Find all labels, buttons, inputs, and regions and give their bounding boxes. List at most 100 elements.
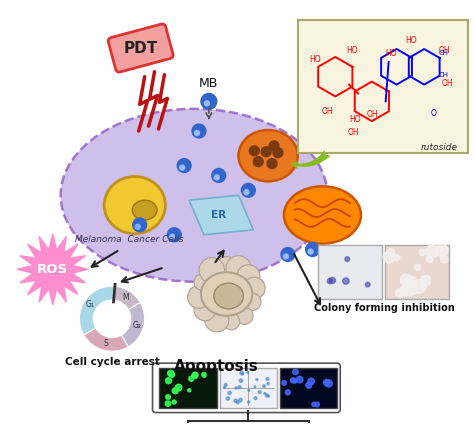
Wedge shape (84, 328, 128, 351)
Ellipse shape (61, 109, 328, 282)
Text: OH: OH (347, 129, 359, 138)
FancyBboxPatch shape (220, 368, 277, 408)
Circle shape (419, 284, 426, 290)
Circle shape (223, 386, 226, 389)
Circle shape (269, 141, 279, 151)
Circle shape (401, 274, 412, 286)
FancyBboxPatch shape (280, 368, 337, 408)
Circle shape (175, 384, 182, 391)
Circle shape (244, 293, 261, 311)
Circle shape (244, 190, 249, 195)
Ellipse shape (201, 272, 252, 316)
Circle shape (172, 388, 178, 394)
Circle shape (238, 386, 241, 389)
Text: MB: MB (199, 77, 219, 89)
Circle shape (404, 276, 417, 289)
Circle shape (217, 256, 237, 276)
Circle shape (296, 376, 303, 383)
Circle shape (285, 390, 290, 395)
Circle shape (212, 169, 226, 182)
Text: Colony forming inhibition: Colony forming inhibition (314, 303, 455, 313)
Text: HO: HO (385, 49, 396, 58)
Circle shape (188, 389, 191, 392)
Ellipse shape (104, 176, 165, 234)
Text: Melanoma  Cancer Cells: Melanoma Cancer Cells (75, 235, 184, 244)
Circle shape (419, 249, 426, 256)
Circle shape (203, 374, 206, 377)
Text: CH: CH (439, 72, 449, 78)
Circle shape (192, 372, 198, 378)
Circle shape (395, 289, 404, 297)
Circle shape (194, 299, 216, 321)
Circle shape (426, 245, 439, 258)
Circle shape (202, 372, 206, 377)
Text: Apoptosis: Apoptosis (174, 359, 259, 374)
Circle shape (404, 277, 414, 287)
Circle shape (241, 183, 255, 197)
Circle shape (205, 308, 229, 332)
Circle shape (264, 392, 266, 394)
Circle shape (400, 285, 411, 296)
Ellipse shape (132, 200, 157, 220)
Circle shape (421, 276, 431, 285)
Circle shape (329, 277, 336, 283)
FancyBboxPatch shape (385, 245, 449, 299)
Circle shape (325, 380, 332, 387)
Circle shape (308, 249, 313, 254)
Circle shape (240, 371, 243, 375)
Circle shape (237, 401, 239, 404)
Ellipse shape (214, 283, 244, 309)
Circle shape (224, 383, 227, 386)
Circle shape (283, 254, 288, 259)
Text: G₁: G₁ (86, 300, 95, 309)
Ellipse shape (284, 186, 361, 244)
FancyBboxPatch shape (298, 20, 468, 153)
Circle shape (235, 387, 237, 389)
Circle shape (383, 251, 395, 263)
Circle shape (189, 376, 194, 381)
Circle shape (228, 391, 231, 395)
Circle shape (312, 402, 316, 406)
Circle shape (323, 380, 329, 386)
Circle shape (177, 158, 191, 173)
Circle shape (414, 265, 421, 271)
Circle shape (249, 146, 259, 156)
FancyBboxPatch shape (108, 24, 173, 72)
Circle shape (328, 278, 333, 284)
Wedge shape (114, 286, 140, 309)
Text: ER: ER (211, 210, 226, 220)
Circle shape (234, 399, 237, 403)
Text: PDT: PDT (124, 40, 158, 55)
Circle shape (226, 256, 251, 281)
Text: O: O (430, 109, 436, 118)
Text: Cell cycle arrest: Cell cycle arrest (64, 357, 159, 367)
Circle shape (387, 249, 394, 257)
Text: OH: OH (442, 79, 454, 88)
Circle shape (237, 265, 260, 288)
Circle shape (273, 148, 283, 158)
Circle shape (248, 389, 250, 391)
Circle shape (291, 378, 295, 383)
Circle shape (169, 372, 174, 377)
Circle shape (267, 383, 269, 385)
Text: G₂: G₂ (132, 321, 141, 330)
Circle shape (265, 394, 268, 397)
Circle shape (201, 93, 217, 109)
Circle shape (253, 157, 263, 167)
Circle shape (204, 101, 210, 106)
Circle shape (193, 372, 198, 377)
Circle shape (254, 397, 257, 400)
Circle shape (239, 398, 242, 402)
Circle shape (282, 381, 286, 385)
Circle shape (133, 218, 146, 232)
Circle shape (292, 378, 297, 383)
Text: OH: OH (367, 110, 379, 119)
Circle shape (281, 248, 295, 262)
Circle shape (254, 386, 256, 388)
Circle shape (315, 402, 319, 407)
Circle shape (436, 244, 448, 256)
Circle shape (393, 254, 400, 261)
Circle shape (165, 378, 172, 384)
Polygon shape (189, 195, 253, 235)
Text: OH: OH (438, 46, 450, 55)
